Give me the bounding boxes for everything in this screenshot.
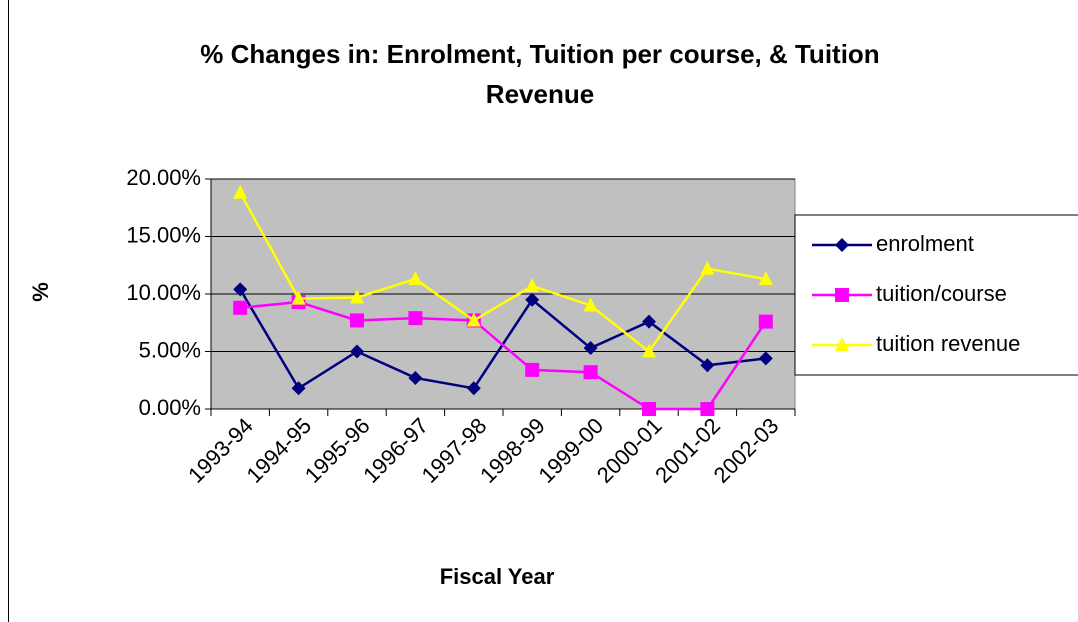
legend-label: tuition/course [876, 281, 1007, 306]
marker [233, 282, 248, 297]
marker [233, 300, 248, 315]
y-tick-label: 20.00% [126, 165, 201, 190]
marker [583, 341, 598, 356]
marker [408, 311, 423, 326]
series-line [239, 192, 767, 354]
marker [835, 288, 849, 302]
y-tick-label: 5.00% [139, 337, 201, 362]
marker [642, 402, 656, 416]
marker [700, 260, 715, 275]
marker [642, 343, 656, 358]
legend-label: enrolment [876, 231, 974, 256]
y-axis-label: % [28, 282, 53, 302]
marker [525, 277, 540, 292]
chart-title: % Changes in: Enrolment, Tuition per cou… [200, 39, 880, 109]
y-tick-label: 10.00% [126, 280, 201, 305]
marker [525, 362, 540, 377]
marker [525, 292, 540, 307]
series-line [240, 300, 767, 411]
marker [835, 238, 849, 252]
x-axis-label: Fiscal Year [440, 564, 555, 589]
marker [291, 381, 306, 396]
marker [350, 313, 364, 328]
marker [642, 314, 656, 329]
marker [835, 337, 849, 351]
marker [758, 271, 773, 286]
marker [408, 271, 423, 286]
marker [466, 381, 481, 396]
marker [583, 297, 598, 312]
y-tick-label: 15.00% [126, 222, 201, 247]
marker [408, 370, 423, 385]
marker [583, 365, 598, 380]
y-tick-label: 0.00% [139, 395, 201, 420]
marker [350, 289, 364, 304]
marker [758, 351, 773, 366]
legend-label: tuition revenue [876, 331, 1020, 356]
marker [233, 184, 248, 199]
marker [350, 344, 364, 359]
marker [758, 314, 773, 329]
marker [700, 358, 715, 373]
marker [291, 290, 306, 305]
marker [700, 402, 715, 416]
marker [466, 312, 481, 327]
